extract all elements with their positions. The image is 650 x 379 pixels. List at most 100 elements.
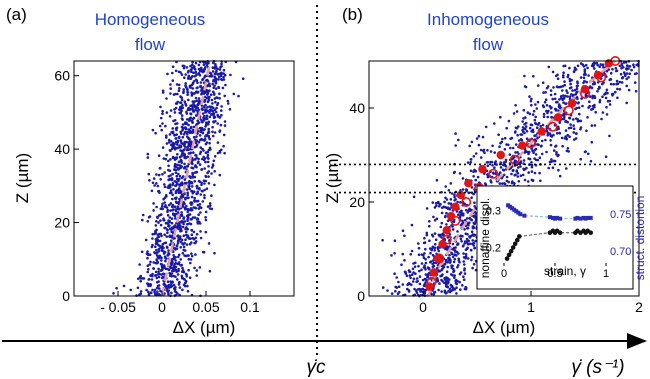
scatter-point (167, 164, 170, 168)
scatter-point (521, 173, 525, 177)
scatter-point (558, 85, 561, 89)
scatter-point (209, 93, 213, 96)
scatter-point (625, 101, 628, 105)
scatter-point (614, 67, 618, 70)
scatter-point (210, 194, 213, 197)
open-marker (450, 215, 461, 226)
scatter-point (164, 226, 167, 230)
scatter-point (471, 266, 474, 270)
scatter-point (187, 69, 190, 73)
scatter-point (177, 83, 181, 87)
scatter-point (517, 166, 520, 169)
inset-x-tick-label: 0 (501, 268, 507, 280)
scatter-point (180, 211, 183, 214)
scatter-point (185, 214, 189, 218)
scatter-point (514, 104, 517, 107)
scatter-point (188, 276, 192, 280)
scatter-point (418, 275, 422, 278)
scatter-point (167, 159, 170, 163)
scatter-point (182, 278, 186, 281)
scatter-point (180, 125, 184, 129)
scatter-point (503, 148, 507, 151)
scatter-point (139, 274, 143, 278)
inset-nonaffine-point (588, 230, 593, 235)
scatter-point (171, 156, 175, 160)
scatter-point (440, 278, 443, 282)
scatter-point (424, 261, 428, 265)
scatter-point (551, 97, 554, 101)
scatter-point (168, 183, 172, 187)
scatter-point (195, 114, 198, 117)
scatter-point (187, 75, 190, 79)
scatter-point (511, 157, 515, 160)
inset-nonaffine-point (506, 252, 512, 258)
scatter-point (218, 129, 222, 132)
scatter-point (452, 220, 456, 224)
scatter-point (183, 76, 186, 79)
scatter-point (159, 289, 162, 293)
scatter-point (477, 143, 481, 147)
scatter-point (195, 232, 199, 236)
scatter-point (177, 187, 181, 190)
scatter-point (459, 214, 462, 217)
scatter-point (491, 144, 494, 148)
scatter-point (203, 196, 206, 200)
scatter-point (189, 258, 193, 261)
scatter-point (591, 96, 594, 100)
scatter-point (151, 288, 154, 292)
scatter-point (178, 191, 181, 195)
scatter-point (179, 258, 182, 261)
scatter-point (182, 248, 185, 252)
scatter-point (213, 84, 216, 88)
scatter-point (551, 70, 555, 74)
scatter-point (542, 112, 546, 116)
scatter-point (417, 242, 420, 245)
scatter-point (165, 97, 168, 100)
scatter-point (153, 274, 157, 277)
scatter-point (408, 274, 412, 277)
scatter-point (203, 182, 206, 185)
scatter-point (173, 134, 176, 137)
scatter-point (403, 259, 406, 262)
scatter-point (183, 100, 187, 103)
scatter-point (161, 205, 164, 208)
scatter-point (448, 233, 452, 236)
scatter-point (573, 138, 576, 141)
scatter-point (484, 183, 488, 186)
scatter-point (625, 77, 628, 81)
scatter-point (590, 64, 594, 67)
filled-marker (537, 127, 546, 136)
scatter-point (523, 178, 527, 182)
scatter-point (409, 276, 412, 280)
scatter-point (212, 86, 215, 90)
scatter-point (575, 87, 579, 90)
scatter-point (180, 159, 183, 163)
scatter-point (450, 273, 453, 276)
scatter-point (598, 65, 601, 68)
scatter-point (152, 177, 156, 180)
scatter-point (164, 221, 168, 225)
scatter-point (493, 166, 496, 169)
scatter-point (168, 191, 172, 195)
scatter-point (444, 260, 448, 264)
scatter-point (197, 213, 200, 216)
scatter-point (190, 203, 193, 206)
scatter-point (589, 159, 593, 163)
scatter-point (211, 66, 215, 69)
scatter-point (170, 217, 174, 220)
scatter-point (164, 257, 168, 260)
scatter-point (609, 71, 613, 75)
scatter-point (428, 224, 431, 228)
scatter-point (200, 92, 204, 95)
scatter-point (455, 254, 458, 257)
scatter-point (545, 127, 549, 130)
scatter-point (438, 204, 441, 208)
scatter-point (180, 274, 184, 278)
scatter-point (446, 236, 450, 239)
scatter-point (180, 96, 183, 99)
scatter-point (522, 108, 526, 112)
open-marker (525, 138, 536, 149)
scatter-point (161, 173, 164, 176)
scatter-point (498, 145, 501, 148)
scatter-point (458, 272, 462, 276)
